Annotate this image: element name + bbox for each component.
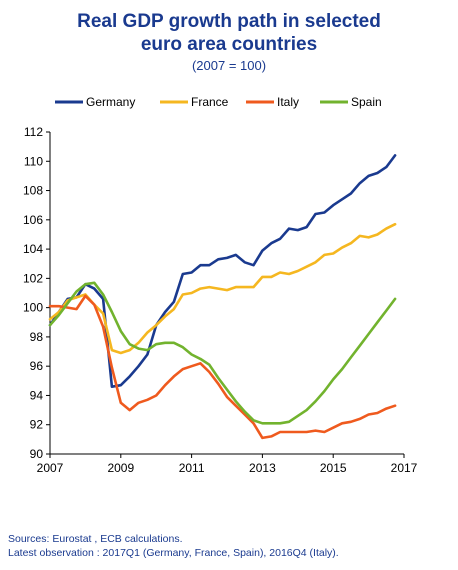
footer: Sources: Eurostat , ECB calculations. La…: [8, 532, 339, 560]
x-tick-label: 2009: [107, 461, 134, 475]
series-line-germany: [48, 154, 397, 389]
y-tick-label: 98: [30, 330, 44, 344]
x-tick-label: 2011: [179, 461, 205, 475]
y-tick-label: 94: [30, 388, 44, 402]
y-tick-label: 92: [30, 418, 44, 432]
legend-label-spain: Spain: [351, 95, 382, 109]
series-line-spain: [48, 281, 397, 425]
chart-title-line-1: Real GDP growth path in selected: [77, 11, 381, 32]
y-tick-label: 96: [30, 359, 44, 373]
axes: 90 92 94 96 98 100 102 104 106 108 110 112 2007 2009 2…: [23, 125, 418, 475]
legend-label-italy: Italy: [277, 95, 299, 109]
x-tick-label: 2017: [391, 461, 418, 475]
x-tick-label: 2007: [37, 461, 64, 475]
y-tick-label: 90: [30, 447, 44, 461]
y-tick-label: 112: [24, 125, 43, 139]
legend: Germany France Italy Spain: [55, 95, 382, 109]
line-chart: Germany France Italy Spain 90 92 94 96 98 100 102…: [23, 95, 418, 475]
x-tick-label: 2015: [320, 461, 347, 475]
legend-label-germany: Germany: [86, 95, 135, 109]
y-tick-label: 104: [23, 242, 43, 256]
series-line-france: [48, 222, 397, 355]
y-tick-label: 102: [23, 271, 43, 285]
y-tick-label: 100: [23, 301, 43, 315]
y-tick-label: 106: [23, 213, 43, 227]
x-tick-label: 2013: [249, 461, 276, 475]
y-tick-label: 110: [24, 154, 43, 168]
sources-note: Sources: Eurostat , ECB calculations.: [8, 533, 183, 545]
series-layer: [48, 154, 397, 440]
chart-title: Real GDP growth path in selected euro ar…: [0, 10, 458, 56]
y-tick-label: 108: [23, 184, 43, 198]
latest-observation-note: Latest observation : 2017Q1 (Germany, Fr…: [8, 547, 339, 559]
legend-label-france: France: [191, 95, 229, 109]
series-line-italy: [48, 294, 397, 440]
chart-subtitle: (2007 = 100): [191, 58, 267, 73]
chart-title-line-2: euro area countries: [140, 34, 318, 55]
